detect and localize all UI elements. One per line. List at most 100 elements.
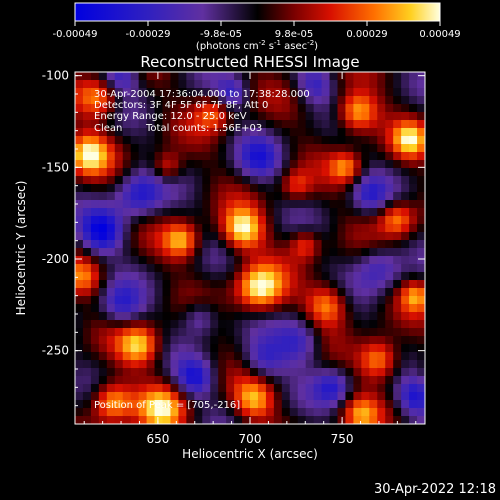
heatmap-cell xyxy=(122,384,132,393)
heatmap-cell xyxy=(98,384,108,393)
heatmap-cell xyxy=(218,416,227,424)
heatmap-cell xyxy=(329,264,339,273)
heatmap-cell xyxy=(146,288,156,297)
heatmap-cell xyxy=(393,360,402,369)
heatmap-cell xyxy=(329,96,339,105)
heatmap-cell xyxy=(82,392,92,401)
heatmap-cell xyxy=(82,352,92,361)
heatmap-cell xyxy=(409,264,418,273)
heatmap-cell xyxy=(226,280,235,289)
heatmap-cell xyxy=(401,280,410,289)
heatmap-cell xyxy=(178,280,187,289)
colorbar-tick-label: 0.00049 xyxy=(419,29,460,40)
heatmap-cell xyxy=(98,408,108,417)
heatmap-cell xyxy=(361,360,370,369)
heatmap-cell xyxy=(202,352,211,361)
heatmap-cell xyxy=(90,96,100,105)
heatmap-cell xyxy=(202,368,211,377)
heatmap-cell xyxy=(377,152,386,161)
heatmap-cell xyxy=(170,264,179,273)
heatmap-cell xyxy=(146,144,156,153)
heatmap-cell xyxy=(186,416,195,424)
heatmap-cell xyxy=(353,280,362,289)
heatmap-cell xyxy=(337,384,347,393)
heatmap-cell xyxy=(297,416,307,424)
heatmap-cell xyxy=(409,104,418,113)
heatmap-cell xyxy=(130,312,140,321)
heatmap-cell xyxy=(122,224,132,233)
heatmap-cell xyxy=(106,120,116,129)
heatmap-cell xyxy=(130,384,140,393)
heatmap-cell xyxy=(313,304,323,313)
heatmap-cell xyxy=(297,304,307,313)
heatmap-cell xyxy=(393,128,402,137)
heatmap-cell xyxy=(186,352,195,361)
heatmap-cell xyxy=(106,88,116,97)
heatmap-cell xyxy=(226,256,235,265)
heatmap-cell xyxy=(114,104,124,113)
heatmap-cell xyxy=(329,184,339,193)
heatmap-cell xyxy=(178,304,187,313)
heatmap-cell xyxy=(122,336,132,345)
heatmap-cell xyxy=(75,400,84,409)
heatmap-cell xyxy=(305,192,315,201)
heatmap-cell xyxy=(234,136,243,145)
heatmap-cell xyxy=(393,256,402,265)
heatmap-cell xyxy=(337,136,347,145)
heatmap-cell xyxy=(401,384,410,393)
heatmap-cell xyxy=(345,280,354,289)
heatmap-cell xyxy=(210,152,219,161)
heatmap-cell xyxy=(257,104,267,113)
heatmap-cell xyxy=(281,160,291,169)
heatmap-cell xyxy=(321,384,331,393)
heatmap-cell xyxy=(106,80,116,89)
heatmap-cell xyxy=(250,224,259,233)
heatmap-cell xyxy=(130,360,140,369)
heatmap-cell xyxy=(385,232,394,241)
heatmap-cell xyxy=(98,320,108,329)
heatmap-cell xyxy=(154,176,164,185)
heatmap-cell xyxy=(202,144,211,153)
heatmap-cell xyxy=(257,288,267,297)
heatmap-cell xyxy=(281,200,291,209)
annotation-peak: Position of Peak = [705,-216] xyxy=(94,400,240,411)
heatmap-cell xyxy=(186,152,195,161)
heatmap-cell xyxy=(210,400,219,409)
heatmap-cell xyxy=(265,216,275,225)
heatmap-image xyxy=(75,72,425,424)
heatmap-cell xyxy=(226,320,235,329)
heatmap-cell xyxy=(321,184,331,193)
heatmap-cell xyxy=(265,272,275,281)
heatmap-cell xyxy=(170,72,179,81)
heatmap-cell xyxy=(242,296,251,305)
heatmap-cell xyxy=(305,280,315,289)
heatmap-cell xyxy=(361,344,370,353)
heatmap-cell xyxy=(345,392,354,401)
heatmap-cell xyxy=(409,416,418,424)
heatmap-cell xyxy=(329,248,339,257)
heatmap-cell xyxy=(273,328,283,337)
heatmap-cell xyxy=(377,160,386,169)
heatmap-cell xyxy=(194,264,203,273)
heatmap-cell xyxy=(226,192,235,201)
heatmap-cell xyxy=(170,248,179,257)
heatmap-cell xyxy=(138,312,148,321)
heatmap-cell xyxy=(265,120,275,129)
heatmap-cell xyxy=(281,312,291,321)
heatmap-cell xyxy=(297,120,307,129)
heatmap-cell xyxy=(242,336,251,345)
heatmap-cell xyxy=(194,344,203,353)
heatmap-cell xyxy=(90,88,100,97)
heatmap-cell xyxy=(170,392,179,401)
heatmap-cell xyxy=(385,248,394,257)
heatmap-cell xyxy=(345,328,354,337)
heatmap-cell xyxy=(250,336,259,345)
heatmap-cell xyxy=(401,200,410,209)
heatmap-cell xyxy=(178,224,187,233)
heatmap-cell xyxy=(313,136,323,145)
heatmap-cell xyxy=(273,216,283,225)
heatmap-cell xyxy=(194,280,203,289)
heatmap-cell xyxy=(369,144,378,153)
heatmap-cell xyxy=(114,120,124,129)
heatmap-cell xyxy=(321,136,331,145)
